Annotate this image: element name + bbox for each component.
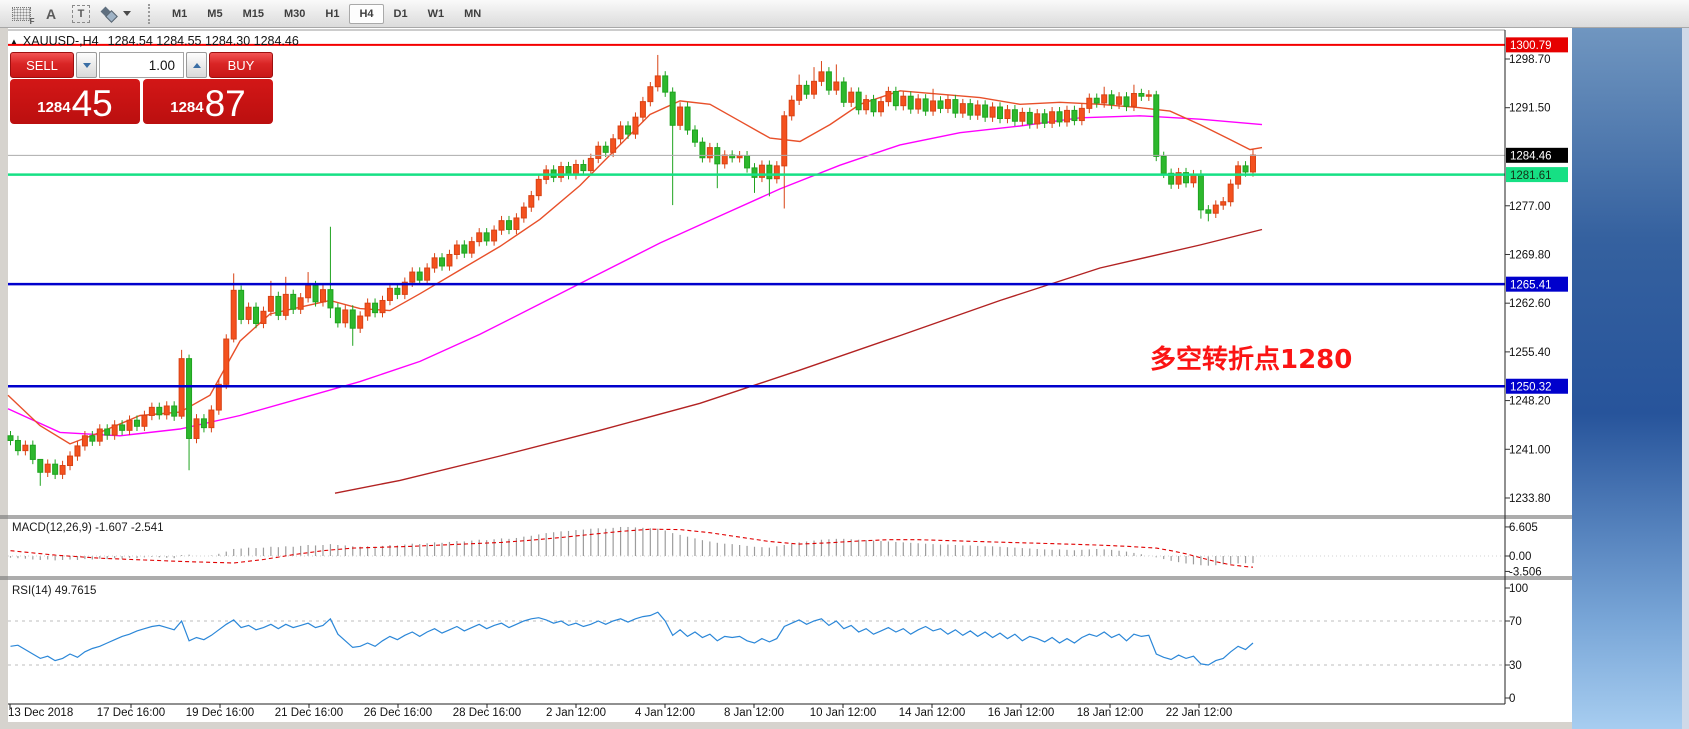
text-label-tool-button[interactable]: A [38,2,64,26]
svg-text:1250.32: 1250.32 [1510,381,1552,393]
window-right-edge [1572,28,1689,729]
volume-input[interactable] [99,52,184,78]
panel-separators [0,30,1572,705]
svg-text:1248.20: 1248.20 [1509,396,1551,408]
svg-text:26 Dec 16:00: 26 Dec 16:00 [364,707,432,719]
indicators-grid-icon: F [11,6,35,26]
ma-slow-line [334,228,1263,494]
svg-text:1241.00: 1241.00 [1509,444,1551,456]
svg-text:16 Jan 12:00: 16 Jan 12:00 [988,707,1055,719]
shapes-icon [99,6,118,23]
rsi-panel [8,611,1505,666]
svg-text:14 Jan 12:00: 14 Jan 12:00 [899,707,966,719]
svg-text:1281.61: 1281.61 [1510,170,1552,182]
svg-text:1255.40: 1255.40 [1509,347,1551,359]
horizontal-levels [8,43,1505,388]
chart-window: 1298.70 1291.50 1277.00 1269.80 1262.60 1255.… [0,28,1689,729]
rsi-indicator-label: RSI(14) 49.7615 [12,585,97,597]
shapes-tool-button[interactable] [98,2,132,26]
timeframe-mn-button[interactable]: MN [464,7,482,20]
timeframe-m5-button[interactable]: M5 [207,7,223,20]
sell-price-base: 1284 [37,99,71,116]
arrow-down-icon [82,62,91,68]
svg-text:1291.50: 1291.50 [1509,103,1551,115]
chart-text-annotation: 多空转折点1280 [1150,345,1353,375]
sell-price-pips: 45 [71,82,113,124]
ohlc-values: 1284.54 1284.55 1284.30 1284.46 [107,34,299,48]
price-axis[interactable]: 1298.70 1291.50 1277.00 1269.80 1262.60 1255.… [1505,37,1568,705]
svg-text:30: 30 [1509,660,1522,672]
toolbar-grip[interactable] [148,3,154,24]
buy-price-base: 1284 [170,99,204,116]
text-box-tool-button[interactable]: T [68,2,94,26]
text-box-icon: T [72,4,90,23]
svg-text:1269.80: 1269.80 [1509,249,1551,261]
ma-slow [334,228,1263,494]
svg-text:1233.80: 1233.80 [1509,493,1551,505]
macd-histogram [8,526,1505,566]
volume-increase-button[interactable] [186,52,207,78]
chevron-down-icon [123,11,131,16]
volume-decrease-button[interactable] [76,52,97,78]
svg-text:28 Dec 16:00: 28 Dec 16:00 [453,707,521,719]
svg-text:22 Jan 12:00: 22 Jan 12:00 [1166,707,1233,719]
timeframe-w1-button[interactable]: W1 [427,7,445,20]
chart-backgrounds [0,28,1689,729]
svg-text:1300.79: 1300.79 [1510,40,1552,52]
macd-indicator-label: MACD(12,26,9) -1.607 -2.541 [12,522,164,534]
svg-text:1262.60: 1262.60 [1509,298,1551,310]
macd-signal-line [10,528,1254,568]
svg-text:10 Jan 12:00: 10 Jan 12:00 [810,707,877,719]
svg-text:8 Jan 12:00: 8 Jan 12:00 [724,707,784,719]
timeframe-d1-button[interactable]: D1 [393,7,408,20]
svg-text:13 Dec 2018: 13 Dec 2018 [8,707,73,719]
svg-text:17 Dec 16:00: 17 Dec 16:00 [97,707,165,719]
timeframe-h4-button[interactable]: H4 [349,3,384,24]
svg-text:21 Dec 16:00: 21 Dec 16:00 [275,707,343,719]
svg-text:-3.506: -3.506 [1509,566,1542,578]
timeframe-m30-button[interactable]: M30 [283,7,306,20]
svg-text:19 Dec 16:00: 19 Dec 16:00 [186,707,254,719]
letter-a-icon: A [45,5,57,22]
time-axis[interactable]: 13 Dec 2018 17 Dec 16:00 19 Dec 16:00 21 De… [8,704,1232,719]
timeframe-m1-button[interactable]: M1 [172,7,188,20]
buy-price-button[interactable]: 1284 87 [143,79,273,124]
rsi-line [10,611,1254,666]
svg-text:100: 100 [1509,583,1528,595]
timeframe-h1-button[interactable]: H1 [325,7,340,20]
svg-text:1298.70: 1298.70 [1509,54,1551,66]
svg-text:18 Jan 12:00: 18 Jan 12:00 [1077,707,1144,719]
toolbar: F A T M1 M5 M15 M30 H1 H4 D1 W1 MN [0,0,1689,28]
svg-text:1265.41: 1265.41 [1510,279,1552,291]
arrow-up-icon [192,62,201,68]
svg-text:70: 70 [1509,616,1522,628]
candlesticks [7,54,1256,486]
svg-text:0: 0 [1509,693,1515,705]
timeframe-m15-button[interactable]: M15 [242,7,264,20]
one-click-trading-panel: SELL BUY 1284 45 1284 87 [10,52,273,124]
sell-price-button[interactable]: 1284 45 [10,79,140,124]
buy-button[interactable]: BUY [209,52,273,78]
chart-symbol-title: ▲ XAUUSD-,H4 1284.54 1284.55 1284.30 128… [10,34,299,48]
svg-text:4 Jan 12:00: 4 Jan 12:00 [635,707,695,719]
svg-text:1284.46: 1284.46 [1510,151,1552,163]
svg-text:6.605: 6.605 [1509,522,1538,534]
triangle-up-icon: ▲ [10,36,18,46]
symbol-period-label: XAUUSD-,H4 [22,34,99,48]
chart-canvas[interactable]: 1298.70 1291.50 1277.00 1269.80 1262.60 1255.… [0,28,1689,729]
svg-text:2 Jan 12:00: 2 Jan 12:00 [546,707,606,719]
indicators-list-icon[interactable]: F [8,2,35,26]
sell-button[interactable]: SELL [10,52,74,78]
buy-price-pips: 87 [204,82,246,124]
macd-signal [10,528,1254,568]
svg-text:1277.00: 1277.00 [1509,201,1551,213]
svg-text:0.00: 0.00 [1509,551,1531,563]
